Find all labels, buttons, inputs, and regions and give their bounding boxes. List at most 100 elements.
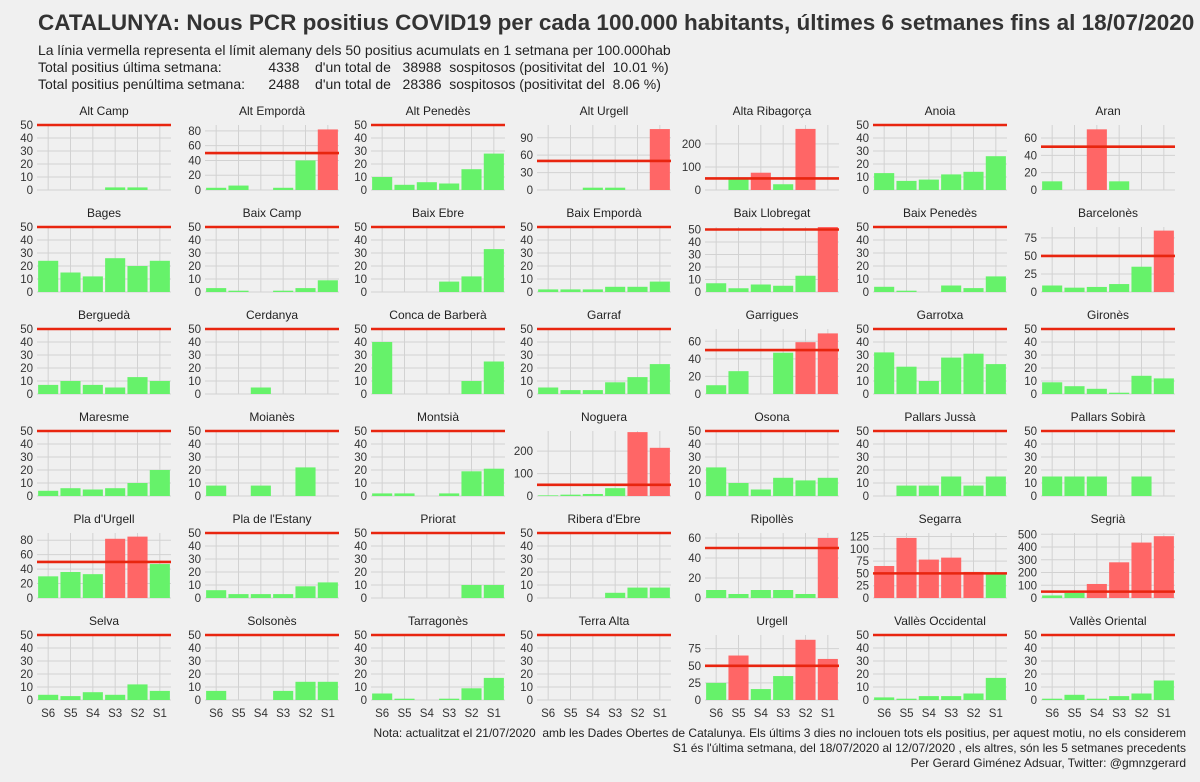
- y-tick-label: 0: [863, 287, 869, 299]
- bar: [627, 286, 648, 292]
- y-tick-label: 0: [361, 185, 367, 197]
- y-tick-label: 20: [1024, 669, 1037, 681]
- x-tick-label: S1: [1157, 708, 1171, 720]
- y-tick-label: 0: [1031, 491, 1037, 503]
- panel-title: Berguedà: [78, 308, 130, 322]
- y-tick-label: 0: [195, 593, 201, 605]
- bar: [295, 681, 316, 700]
- y-tick-label: 10: [354, 274, 367, 286]
- bar: [728, 288, 749, 292]
- bar: [817, 538, 838, 598]
- panel-title: Baix Camp: [243, 206, 302, 220]
- y-tick-label: 50: [20, 426, 33, 438]
- bar: [728, 655, 749, 700]
- y-tick-label: 0: [527, 695, 533, 707]
- x-tick-label: S3: [108, 708, 122, 720]
- y-tick-label: 40: [188, 337, 201, 349]
- y-tick-label: 0: [361, 389, 367, 401]
- y-tick-label: 10: [20, 478, 33, 490]
- y-tick-label: 20: [856, 159, 869, 171]
- x-tick-label: S1: [989, 708, 1003, 720]
- y-tick-label: 20: [354, 567, 367, 579]
- x-tick-label: S3: [944, 708, 958, 720]
- y-tick-label: 30: [354, 248, 367, 260]
- y-tick-label: 20: [354, 465, 367, 477]
- y-tick-label: 10: [1024, 376, 1037, 388]
- bar: [206, 288, 227, 292]
- bar: [105, 538, 126, 598]
- y-tick-label: 40: [856, 643, 869, 655]
- x-tick-label: S5: [1067, 708, 1081, 720]
- bar: [817, 227, 838, 292]
- bar: [127, 536, 148, 598]
- bar: [795, 639, 816, 700]
- bar: [918, 179, 939, 190]
- bar: [149, 690, 170, 700]
- bar: [538, 495, 559, 496]
- panel-title: Selva: [89, 614, 119, 628]
- y-tick-label: 20: [1024, 168, 1037, 180]
- y-tick-label: 10: [354, 376, 367, 388]
- bar: [439, 183, 460, 190]
- bar: [1086, 286, 1107, 292]
- y-tick-label: 10: [856, 172, 869, 184]
- y-tick-label: 0: [863, 491, 869, 503]
- y-tick-label: 20: [1024, 363, 1037, 375]
- panel-alt-urgell: Alt Urgell 0 30 60 90: [520, 104, 671, 197]
- bar: [985, 276, 1006, 292]
- y-tick-label: 60: [520, 150, 533, 162]
- y-tick-label: 40: [354, 133, 367, 145]
- bar: [295, 586, 316, 598]
- y-tick-label: 0: [527, 389, 533, 401]
- bar: [896, 485, 917, 496]
- x-tick-label: S6: [877, 708, 891, 720]
- bar: [795, 342, 816, 394]
- y-tick-label: 40: [20, 564, 33, 576]
- y-tick-label: 300: [1018, 555, 1037, 567]
- y-tick-label: 10: [188, 274, 201, 286]
- y-tick-label: 200: [682, 139, 701, 151]
- bar: [941, 696, 962, 700]
- y-tick-label: 30: [1024, 452, 1037, 464]
- x-tick-label: S5: [397, 708, 411, 720]
- bar: [127, 483, 148, 496]
- bar: [985, 677, 1006, 700]
- y-tick-label: 30: [688, 452, 701, 464]
- y-tick-label: 200: [514, 446, 533, 458]
- y-tick-label: 30: [188, 248, 201, 260]
- bar: [941, 476, 962, 496]
- bar: [706, 283, 727, 292]
- y-tick-label: 20: [1024, 465, 1037, 477]
- y-tick-label: 0: [695, 389, 701, 401]
- bar: [461, 585, 482, 598]
- y-tick-label: 30: [856, 656, 869, 668]
- y-tick-label: 0: [27, 389, 33, 401]
- y-tick-label: 50: [520, 324, 533, 336]
- bar: [1131, 266, 1152, 292]
- bar: [317, 681, 338, 700]
- bar: [963, 288, 984, 292]
- y-tick-label: 75: [688, 644, 701, 656]
- bar: [206, 485, 227, 496]
- y-tick-label: 40: [20, 133, 33, 145]
- y-tick-label: 20: [20, 261, 33, 273]
- y-tick-label: 40: [856, 133, 869, 145]
- y-tick-label: 30: [856, 248, 869, 260]
- bar: [605, 286, 626, 292]
- bar: [582, 390, 603, 394]
- subtitle-line-2: Total positius última setmana: 4338 d'un…: [38, 59, 669, 75]
- y-tick-label: 40: [1024, 337, 1037, 349]
- y-tick-label: 0: [195, 695, 201, 707]
- y-tick-label: 50: [1024, 251, 1037, 263]
- y-tick-label: 20: [20, 159, 33, 171]
- y-tick-label: 40: [20, 337, 33, 349]
- bar: [149, 381, 170, 394]
- bar: [149, 564, 170, 598]
- y-tick-label: 0: [695, 185, 701, 197]
- panel-noguera: Noguera 0 100 200: [514, 410, 671, 503]
- y-tick-label: 30: [1024, 350, 1037, 362]
